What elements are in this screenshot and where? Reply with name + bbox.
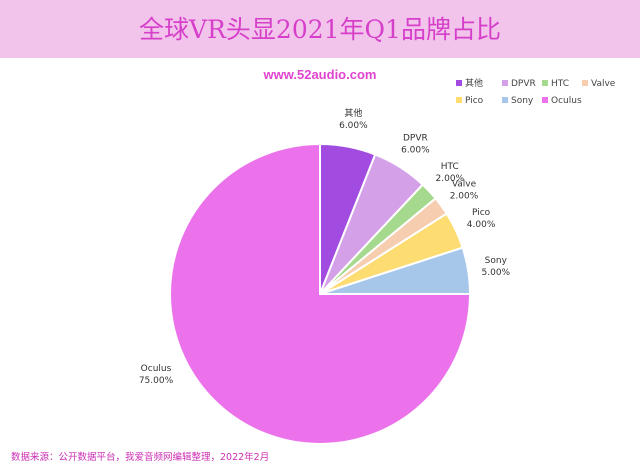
legend-swatch: [502, 97, 508, 103]
slice-label-name: DPVR: [403, 134, 428, 144]
slice-label-name: Valve: [452, 179, 477, 189]
slice-label-value: 2.00%: [436, 174, 465, 184]
slice-label-value: 6.00%: [401, 146, 430, 156]
legend-swatch: [456, 80, 462, 86]
slice-label-name: Oculus: [141, 364, 172, 374]
legend-swatch: [542, 80, 548, 86]
slice-label-value: 6.00%: [339, 121, 368, 131]
legend-swatch: [502, 80, 508, 86]
legend-entry: Oculus: [551, 96, 582, 106]
slice-label-name: Pico: [472, 208, 491, 218]
legend-entry: Sony: [511, 96, 534, 106]
slice-label-name: Sony: [485, 256, 508, 266]
slice-label-value: 5.00%: [482, 268, 511, 278]
chart-title: 全球VR头显2021年Q1品牌占比: [139, 15, 501, 44]
legend-entry: Valve: [591, 79, 616, 89]
legend-swatch: [582, 80, 588, 86]
legend-entry: DPVR: [511, 79, 536, 89]
legend-entry: HTC: [551, 79, 569, 89]
slice-label-value: 4.00%: [467, 220, 496, 230]
pie-slice-oculus: [169, 142, 472, 445]
legend-swatch: [456, 97, 462, 103]
source-note: 数据来源：公开数据平台，我爱音频网编辑整理，2022年2月: [11, 452, 270, 463]
website-label: www.52audio.com: [263, 67, 377, 82]
legend-swatch: [542, 97, 548, 103]
legend-entry: Pico: [465, 96, 484, 106]
slice-label-value: 75.00%: [139, 376, 174, 386]
slice-label-name: HTC: [441, 162, 459, 172]
title-bar: [0, 0, 640, 58]
slice-label-name: 其他: [344, 107, 362, 119]
slice-label-value: 2.00%: [450, 191, 479, 201]
legend-entry: 其他: [465, 77, 483, 89]
